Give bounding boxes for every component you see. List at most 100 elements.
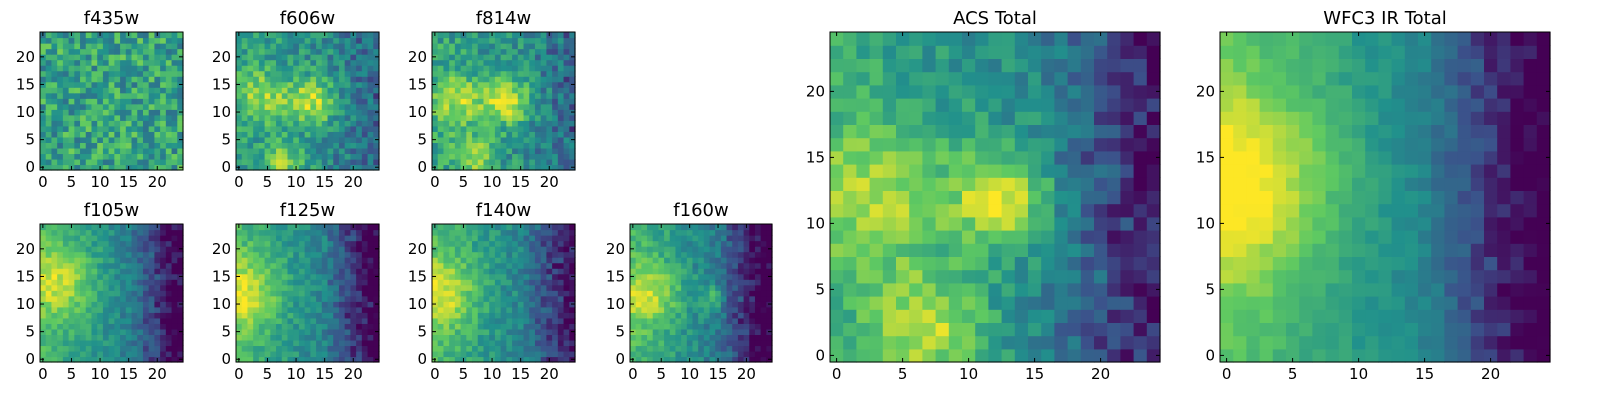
heatmap-cell	[557, 59, 565, 66]
heatmap-cell	[500, 98, 507, 105]
heatmap-cell	[344, 240, 351, 247]
heatmap-cell	[443, 350, 450, 358]
heatmap-cell	[51, 48, 58, 55]
heatmap-cell	[62, 92, 70, 99]
heatmap-cell	[935, 348, 950, 363]
heatmap-cell	[102, 224, 110, 231]
heatmap-cell	[276, 43, 283, 50]
heatmap-cell	[373, 70, 380, 77]
heatmap-cell	[62, 312, 70, 319]
heatmap-cell	[1338, 177, 1353, 191]
heatmap-cell	[1352, 164, 1366, 178]
heatmap-cell	[154, 301, 161, 308]
heatmap-cell	[321, 103, 329, 110]
heatmap-cell	[935, 164, 950, 178]
heatmap-cell	[74, 273, 81, 280]
heatmap-cell	[557, 76, 565, 83]
heatmap-cell	[466, 350, 473, 358]
heatmap-cell	[80, 114, 87, 121]
heatmap-cell	[236, 240, 243, 247]
heatmap-cell	[287, 224, 294, 231]
heatmap-cell	[276, 350, 283, 358]
heatmap-cell	[298, 279, 306, 286]
heatmap-cell	[523, 98, 530, 105]
heatmap-cell	[287, 284, 294, 291]
heatmap-cell	[310, 312, 317, 319]
heatmap-cell	[922, 124, 937, 139]
heatmap-cell	[62, 136, 70, 143]
heatmap-cell	[517, 317, 525, 324]
heatmap-cell	[125, 328, 133, 335]
heatmap-cell	[569, 76, 576, 83]
heatmap-cell	[552, 81, 559, 88]
heatmap-cell	[276, 114, 283, 121]
heatmap-cell	[85, 295, 93, 302]
heatmap-cell	[333, 81, 340, 88]
heatmap-cell	[460, 334, 467, 341]
heatmap-cell	[241, 81, 249, 88]
heatmap-cell	[1220, 32, 1234, 46]
heatmap-cell	[1404, 322, 1419, 337]
heatmap-cell	[338, 120, 346, 127]
heatmap-cell	[1418, 269, 1432, 284]
heatmap-cell	[304, 251, 311, 258]
heatmap-cell	[506, 153, 513, 160]
heatmap-cell	[540, 65, 547, 72]
heatmap-cell	[177, 125, 184, 132]
heatmap-cell	[344, 284, 351, 291]
heatmap-cell	[264, 153, 271, 160]
heatmap-cell	[321, 59, 329, 66]
heatmap-cell	[108, 54, 115, 61]
heatmap-cell	[909, 256, 923, 271]
heatmap-cell	[241, 43, 249, 50]
heatmap-cell	[512, 98, 519, 105]
heatmap-cell	[97, 54, 104, 61]
heatmap-cell	[472, 65, 479, 72]
heatmap-cell	[494, 301, 502, 308]
heatmap-cell	[154, 334, 161, 341]
heatmap-cell	[258, 70, 266, 77]
heatmap-cell	[114, 59, 121, 66]
heatmap-cell	[333, 54, 340, 61]
heatmap-cell	[125, 131, 133, 138]
heatmap-cell	[102, 48, 110, 55]
heatmap-cell	[85, 76, 93, 83]
heatmap-cell	[432, 76, 439, 83]
heatmap-cell	[287, 295, 294, 302]
heatmap-cell	[91, 306, 98, 313]
heatmap-cell	[350, 76, 357, 83]
heatmap-cell	[523, 312, 530, 319]
heatmap-cell	[80, 142, 87, 149]
heatmap-cell	[68, 284, 75, 291]
heatmap-cell	[108, 323, 115, 330]
heatmap-cell	[466, 323, 473, 330]
heatmap-cell	[80, 87, 87, 94]
heatmap-cell	[253, 136, 260, 143]
heatmap-cell	[1404, 348, 1419, 363]
heatmap-cell	[1431, 243, 1445, 257]
heatmap-cell	[477, 306, 485, 313]
heatmap-cell	[131, 92, 138, 99]
heatmap-cell	[935, 309, 950, 323]
heatmap-cell	[114, 103, 121, 110]
heatmap-cell	[494, 81, 502, 88]
heatmap-cell	[563, 48, 570, 55]
y-tick-label: 15	[16, 267, 35, 285]
heatmap-cell	[258, 240, 266, 247]
heatmap-cell	[148, 87, 155, 94]
heatmap-cell	[40, 114, 47, 121]
heatmap-cell	[51, 224, 58, 231]
heatmap-cell	[1272, 256, 1287, 271]
heatmap-cell	[552, 147, 559, 155]
heatmap-cell	[310, 345, 317, 352]
heatmap-cell	[287, 136, 294, 143]
heatmap-cell	[316, 142, 323, 149]
heatmap-cell	[108, 224, 115, 231]
heatmap-cell	[1014, 32, 1029, 46]
heatmap-cell	[1133, 309, 1148, 323]
heatmap-cell	[247, 43, 254, 50]
heatmap-cell	[281, 81, 289, 88]
heatmap-cell	[557, 43, 565, 50]
heatmap-cell	[529, 92, 536, 99]
